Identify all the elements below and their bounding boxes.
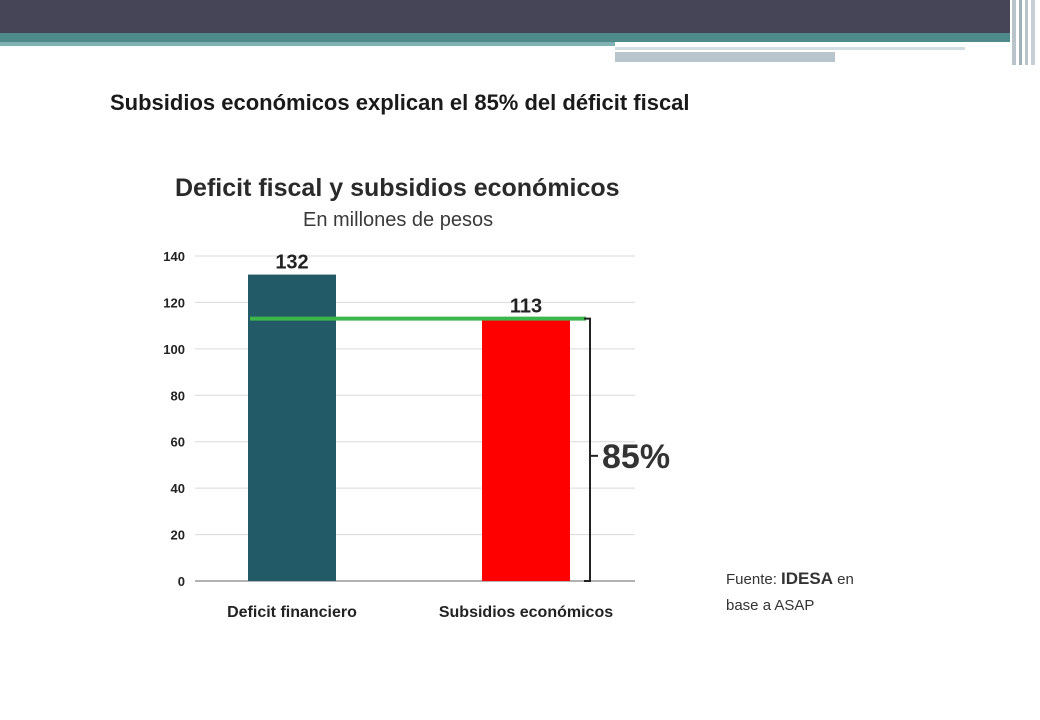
bracket bbox=[584, 317, 591, 582]
x-axis: Deficit financiero Subsidios económicos bbox=[227, 604, 613, 621]
y-axis: 0 20 40 60 80 100 120 140 bbox=[163, 249, 185, 589]
slide-accent-bar-secondary bbox=[0, 42, 615, 46]
y-tick-label: 20 bbox=[171, 528, 185, 543]
source-org: IDESA bbox=[781, 569, 833, 588]
x-tick-label: Subsidios económicos bbox=[439, 604, 613, 621]
y-tick-label: 60 bbox=[171, 435, 185, 450]
chart-title: Deficit fiscal y subsidios económicos bbox=[175, 174, 620, 202]
chart-annotation: 85% bbox=[250, 316, 670, 582]
data-label: 132 bbox=[275, 252, 308, 274]
chart-bars: 132 113 bbox=[248, 252, 570, 581]
slide-corner-stripe bbox=[1012, 0, 1016, 65]
y-tick-label: 40 bbox=[171, 481, 185, 496]
slide-accent-block bbox=[615, 52, 835, 62]
source-note: Fuente: IDESA en base a ASAP bbox=[726, 569, 858, 614]
slide-accent-line bbox=[615, 47, 965, 50]
slide-accent-bar bbox=[0, 33, 1010, 42]
slide-header-bar bbox=[0, 0, 1010, 33]
slide-title: Subsidios económicos explican el 85% del… bbox=[110, 90, 690, 115]
y-tick-label: 120 bbox=[163, 295, 185, 310]
source-suffix: en bbox=[833, 571, 854, 588]
chart-subtitle: En millones de pesos bbox=[303, 209, 493, 231]
source-prefix: Fuente: bbox=[726, 571, 781, 588]
source-line2: base a ASAP bbox=[726, 597, 814, 614]
slide-corner-stripe bbox=[1025, 0, 1028, 65]
chart-container: Deficit fiscal y subsidios económicos En… bbox=[130, 160, 890, 660]
slide-corner-stripe bbox=[1019, 0, 1022, 65]
bar bbox=[482, 318, 570, 581]
data-label: 113 bbox=[510, 296, 542, 318]
bar bbox=[248, 274, 336, 581]
bar-chart: Deficit fiscal y subsidios económicos En… bbox=[163, 174, 858, 621]
slide-corner-stripe bbox=[1031, 0, 1035, 65]
y-tick-label: 100 bbox=[163, 342, 185, 357]
percentage-label: 85% bbox=[602, 438, 670, 476]
y-tick-label: 0 bbox=[178, 574, 185, 589]
x-tick-label: Deficit financiero bbox=[227, 604, 357, 621]
y-tick-label: 80 bbox=[171, 388, 185, 403]
y-tick-label: 140 bbox=[163, 249, 185, 264]
